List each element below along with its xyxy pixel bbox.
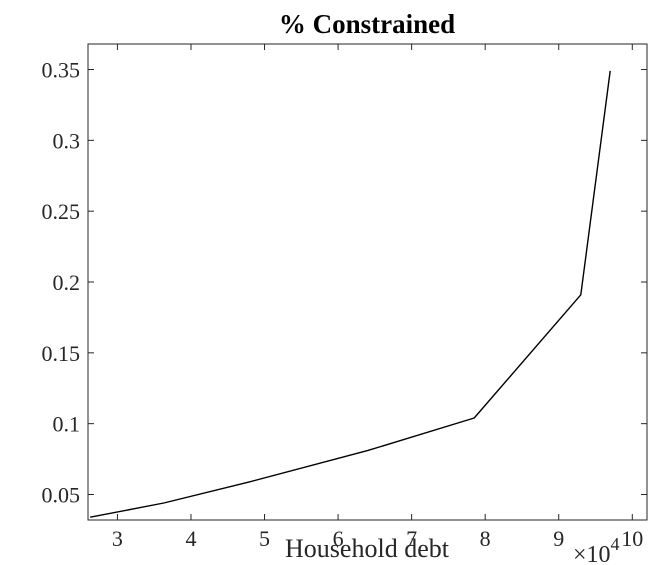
y-tick-label: 0.05 (42, 483, 81, 508)
series-group (90, 70, 611, 518)
x-tick-label: 7 (406, 526, 417, 551)
x-tick-label: 9 (553, 526, 564, 551)
y-axis-ticks: 0.05 0.1 0.15 0.2 0.25 0.3 0.35 (42, 58, 647, 508)
x-tick-label: 5 (259, 526, 270, 551)
chart-title: % Constrained (279, 9, 455, 39)
x-exponent-base: ×10 (573, 542, 611, 565)
x-axis-label: Household debt (285, 534, 450, 563)
y-tick-label: 0.3 (53, 128, 81, 153)
y-tick-label: 0.35 (42, 58, 81, 83)
y-tick-label: 0.1 (53, 412, 81, 437)
y-tick-label: 0.25 (42, 199, 81, 224)
plot-area (87, 43, 648, 521)
x-tick-label: 3 (112, 526, 123, 551)
x-tick-label: 10 (621, 526, 643, 551)
y-tick-label: 0.2 (53, 270, 81, 295)
x-tick-label: 6 (333, 526, 344, 551)
x-exponent-label: ×104 (573, 534, 620, 565)
y-tick-label: 0.15 (42, 341, 81, 366)
x-tick-label: 8 (480, 526, 491, 551)
x-tick-label: 4 (185, 526, 196, 551)
series-line (90, 70, 611, 518)
x-exponent-power: 4 (611, 534, 620, 554)
x-axis-ticks: 3 4 5 6 7 8 9 10 (112, 44, 643, 551)
